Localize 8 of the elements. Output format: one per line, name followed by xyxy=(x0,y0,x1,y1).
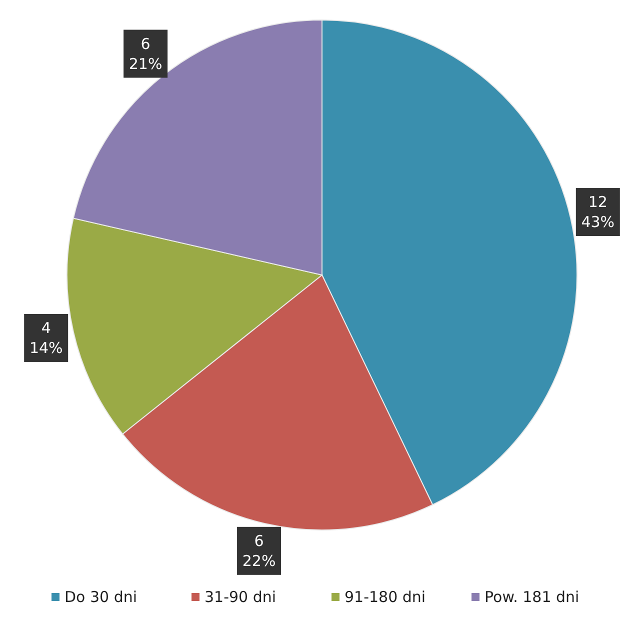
data-label: 12 43% xyxy=(581,193,615,232)
legend-label: 91-180 dni xyxy=(344,588,426,606)
legend-label: Pow. 181 dni xyxy=(484,588,580,606)
data-label: 4 14% xyxy=(29,318,63,357)
data-label: 6 21% xyxy=(128,34,162,73)
legend-label: 31-90 dni xyxy=(204,588,276,606)
data-label: 6 22% xyxy=(242,532,276,570)
legend-label: Do 30 dni xyxy=(64,588,138,606)
